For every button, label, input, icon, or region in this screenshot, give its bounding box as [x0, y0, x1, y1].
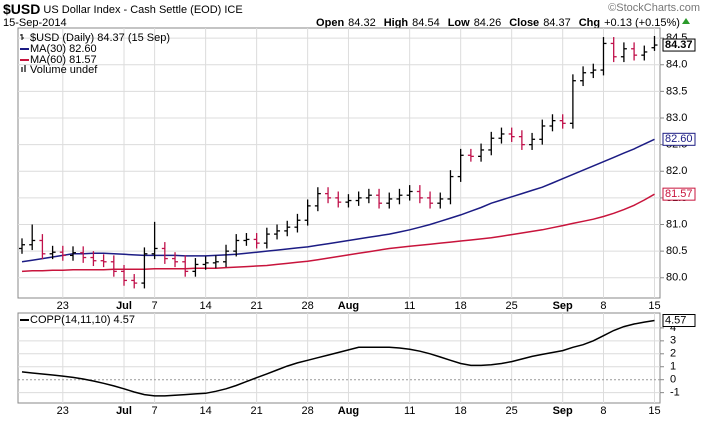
indicator-panel	[17, 312, 661, 404]
x-tick-label: 8	[600, 405, 606, 417]
x-tick-label: 18	[455, 300, 467, 312]
legend-title: $USD (Daily) 84.37 (15 Sep)	[30, 32, 170, 44]
x-tick-label: Aug	[338, 300, 359, 312]
grid	[18, 28, 660, 403]
y-tick-label: -1	[670, 387, 680, 399]
quote-value: 84.37	[543, 17, 571, 29]
x-tick-label: 15	[648, 300, 660, 312]
x-tick-label: 18	[455, 405, 467, 417]
quote-value: +0.13 (+0.15%)	[604, 17, 680, 29]
quote-label: Low	[448, 17, 470, 29]
y-tick-label: 4	[670, 322, 676, 334]
x-tick-label: 7	[152, 300, 158, 312]
x-tick-label: 7	[152, 405, 158, 417]
y-tick-label: 1	[670, 361, 676, 373]
quote-label: Open	[316, 17, 344, 29]
value-tag-label: 84.37	[665, 39, 693, 51]
moving-average	[21, 193, 655, 273]
x-tick-label: 21	[251, 405, 263, 417]
value-tag	[662, 38, 696, 52]
value-tag	[662, 132, 696, 146]
x-tick-label: 28	[302, 405, 314, 417]
quote-label: High	[384, 17, 409, 29]
value-tag	[662, 187, 696, 201]
x-tick-label: Jul	[116, 405, 132, 417]
quote: Open 84.32 High 84.54 Low 84.26 Close 84.37 Chg +…	[316, 17, 680, 29]
x-tick-label: 23	[57, 405, 69, 417]
quote-value: 84.26	[474, 17, 502, 29]
header-title: $USD US Dollar Index - Cash Settle (EOD)…	[3, 1, 243, 17]
title: US Dollar Index - Cash Settle (EOD) ICE	[43, 4, 242, 16]
y-tick-label: 82.0	[666, 165, 687, 177]
main-panel	[17, 27, 661, 299]
x-tick-label: 8	[600, 300, 606, 312]
legend-icon	[21, 67, 23, 72]
legend-entry: MA(30) 82.60	[30, 43, 97, 55]
x-tick-label: Sep	[553, 405, 573, 417]
y-tick-label: 2	[670, 348, 676, 360]
y-tick-label: 80.5	[666, 245, 687, 257]
y-tick-label: 3	[670, 335, 676, 347]
y-tick-label: 0	[670, 374, 676, 386]
legend-icon	[20, 34, 24, 40]
x-tick-label: Jul	[116, 300, 132, 312]
y-tick-label: 83.5	[666, 85, 687, 97]
quote-label: Chg	[579, 17, 600, 29]
x-tick-label: Aug	[338, 405, 359, 417]
value-tag-label: 4.57	[665, 314, 686, 326]
x-tick-label: Sep	[553, 300, 573, 312]
x-tick-label: 25	[506, 300, 518, 312]
date: 15-Sep-2014	[3, 17, 67, 29]
quote-value: 84.32	[348, 17, 376, 29]
moving-average	[21, 138, 655, 263]
value-tag	[662, 314, 696, 328]
legend: $USD (Daily) 84.37 (15 Sep) MA(30) 82.60…	[20, 32, 170, 326]
value-tag-label: 81.57	[665, 188, 693, 200]
legend-entry: COPP(14,11,10) 4.57	[30, 314, 135, 326]
x-tick-label: 14	[200, 300, 212, 312]
x-tick-label: 11	[404, 300, 415, 312]
x-tick-label: 25	[506, 405, 518, 417]
up-arrow	[682, 18, 690, 24]
y-tick-label: 80.0	[666, 272, 687, 284]
y-tick-label: 84.0	[666, 59, 687, 71]
x-tick-label: 21	[251, 300, 263, 312]
legend-icon	[24, 65, 26, 72]
legend-entry: Volume undef	[30, 64, 98, 76]
quote-value: 84.54	[412, 17, 440, 29]
value-tag-label: 82.60	[665, 133, 693, 145]
source: ©StockCharts.com	[608, 2, 700, 14]
legend-entry: MA(60) 81.57	[30, 54, 97, 66]
indicator-line	[21, 319, 655, 397]
symbol: $USD	[3, 1, 40, 17]
x-tick-label: 14	[200, 405, 212, 417]
x-tick-label: 15	[648, 405, 660, 417]
x-tick-label: 28	[302, 300, 314, 312]
x-tick-label: 11	[404, 405, 415, 417]
quote-label: Close	[509, 17, 539, 29]
x-tick-label: 23	[57, 300, 69, 312]
y-tick-label: 81.0	[666, 218, 687, 230]
y-tick-label: 83.0	[666, 112, 687, 124]
